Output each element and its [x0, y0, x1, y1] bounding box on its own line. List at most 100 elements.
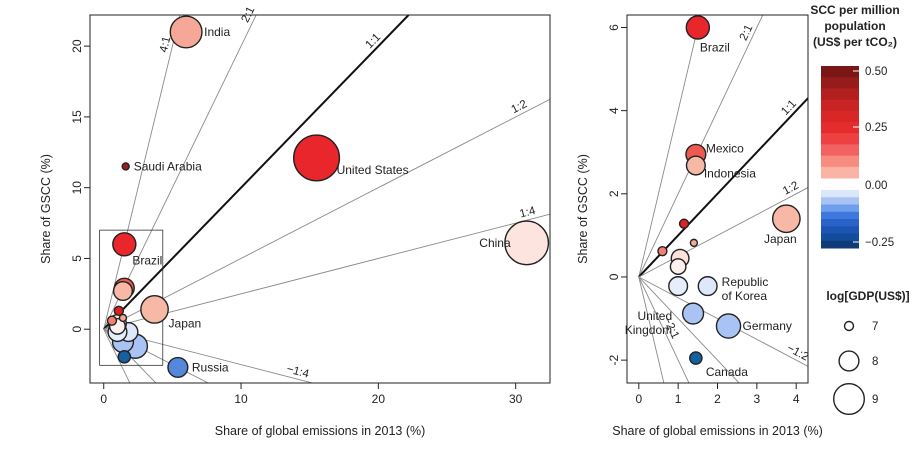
country-label-line: Kingdom: [625, 323, 672, 337]
country-label-line: United States: [337, 163, 409, 177]
country-label: Brazil: [700, 40, 730, 54]
data-point: [117, 349, 132, 364]
color-swatch-negative: [821, 204, 859, 213]
data-point-canada: [689, 351, 703, 365]
panel-main: 4:12:11:11:21:4−1:40 10 20 3005101520Share …: [39, 5, 551, 438]
ratio-label: 4:1: [158, 35, 173, 53]
color-swatch-positive: [821, 166, 859, 179]
ratio-line-1:1: [638, 97, 808, 278]
color-swatch-negative: [821, 226, 859, 234]
ratio-line-slope--1: [638, 276, 740, 383]
color-swatch-positive: [821, 88, 859, 101]
size-legend-label: 7: [872, 321, 878, 333]
country-label-line: United: [637, 309, 672, 323]
data-point: [689, 238, 699, 248]
country-label-line: Japan: [169, 316, 202, 330]
x-tick-label: 0: [100, 392, 107, 406]
data-point-germany: [715, 313, 742, 339]
x-tick-label: 4: [793, 392, 800, 406]
color-swatch-positive: [821, 66, 859, 78]
country-label: Canada: [706, 365, 748, 379]
data-point-indonesia: [685, 155, 706, 176]
data-point-republic-of-korea: [697, 276, 718, 297]
country-label-line: Canada: [706, 365, 748, 379]
country-label-line: Brazil: [132, 253, 162, 267]
ratio-line-1:1: [103, 15, 410, 330]
legend: SCC per million population (US$ per tCO₂) 0…: [810, 3, 910, 416]
color-legend-title: SCC per million: [810, 3, 899, 17]
country-label-line: Indonesia: [704, 167, 756, 181]
y-tick-label: 2: [607, 190, 621, 197]
color-swatch-negative: [821, 190, 859, 198]
ratio-line-2:1: [103, 15, 257, 330]
country-label: Japan: [169, 316, 202, 330]
ratio-label: 1:4: [518, 205, 537, 221]
size-legend-circle: [843, 320, 855, 332]
data-point-japan: [771, 204, 801, 234]
country-label: Russia: [192, 360, 229, 374]
color-swatch-positive: [821, 110, 859, 123]
y-tick-label: 5: [70, 255, 84, 262]
x-tick-label: 3: [754, 392, 761, 406]
y-axis-title: Share of GSCC (%): [39, 154, 53, 264]
country-label: Republic of Korea: [722, 275, 769, 303]
colorbar-tick-label: −0.25: [865, 237, 894, 249]
data-point: [118, 313, 128, 323]
color-legend-title: (US$ per tCO₂): [813, 35, 897, 49]
y-tick-label: 10: [70, 181, 84, 195]
country-label: Brazil: [132, 253, 162, 267]
x-tick-label: 1: [675, 392, 682, 406]
ratio-line-−2:1: [638, 276, 690, 383]
y-tick-label: -2: [607, 354, 621, 365]
country-label-line: of Korea: [722, 289, 768, 303]
color-swatch-negative: [821, 233, 859, 242]
country-label: Saudi Arabia: [134, 159, 202, 173]
country-label-line: China: [479, 236, 511, 250]
data-point-russia: [167, 356, 189, 379]
data-point: [112, 280, 134, 302]
x-axis-title: Share of global emissions in 2013 (%): [215, 424, 426, 438]
plot-frame: [89, 14, 551, 384]
country-label-line: India: [204, 25, 230, 39]
country-label-line: Republic: [722, 275, 769, 289]
y-axis-title: Share of GSCC (%): [576, 154, 590, 264]
color-swatch-positive: [821, 77, 859, 89]
color-legend-title: population: [824, 19, 885, 33]
x-tick-label: 20: [372, 392, 386, 406]
country-label-line: Saudi Arabia: [134, 159, 202, 173]
data-point: [113, 305, 125, 317]
size-legend-title: log[GDP(US$)]: [826, 289, 909, 303]
x-tick-label: 2: [714, 392, 721, 406]
country-label: Japan: [764, 232, 797, 246]
data-point: [657, 245, 668, 257]
y-tick-label: 20: [70, 39, 84, 53]
country-label: China: [479, 236, 511, 250]
x-tick-label: 10: [234, 392, 248, 406]
x-axis-title: Share of global emissions in 2013 (%): [612, 424, 823, 438]
ratio-label: −1:4: [285, 363, 311, 380]
size-legend-circle: [833, 383, 866, 416]
ratio-label: 1:1: [779, 98, 799, 118]
data-point-india: [169, 15, 203, 49]
x-tick-label: 0: [635, 392, 642, 406]
color-swatch-negative: [821, 240, 859, 249]
country-label-line: Japan: [764, 232, 797, 246]
country-label: Mexico: [706, 141, 744, 155]
ratio-lines: [638, 15, 808, 383]
data-point-brazil: [685, 15, 711, 40]
color-swatch-positive: [821, 122, 859, 134]
data-point-japan: [140, 295, 169, 324]
data-point: [678, 218, 690, 229]
country-label: United Kingdom: [625, 309, 672, 337]
country-label: Germany: [743, 319, 792, 333]
ratio-label: 1:1: [363, 31, 383, 51]
ratio-line-1:2: [103, 98, 550, 330]
color-swatch-negative: [821, 219, 859, 227]
data-point: [681, 302, 705, 325]
data-point-united-kingdom: [668, 276, 689, 297]
size-legend-label: 8: [872, 356, 878, 368]
y-tick-label: 0: [70, 326, 84, 333]
ratio-line-1:2: [638, 187, 808, 278]
